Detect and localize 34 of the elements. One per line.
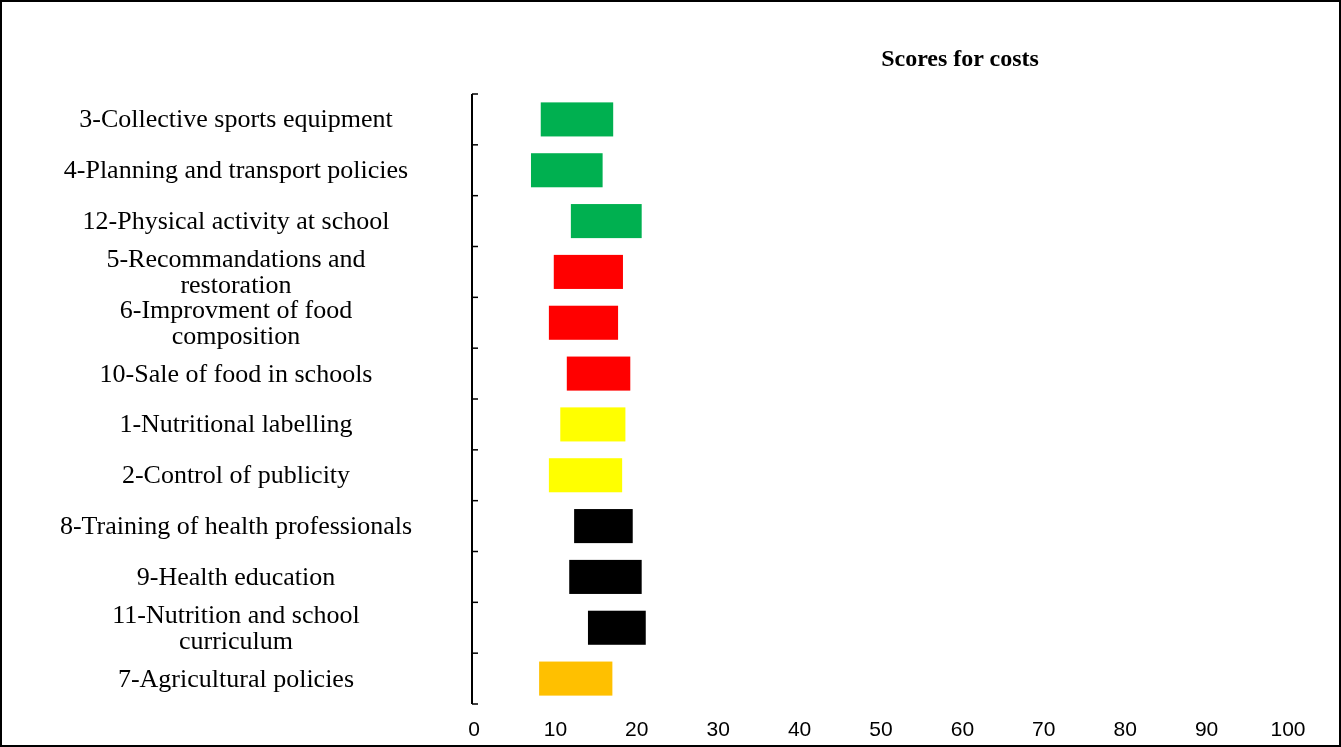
bar — [540, 102, 614, 137]
bar — [569, 559, 642, 594]
x-tick-label: 70 — [1032, 717, 1056, 740]
y-tick-label: 9-Health education — [136, 561, 336, 591]
y-tick-label: 2-Control of publicity — [121, 460, 351, 490]
bar — [570, 204, 642, 239]
x-tick-label: 0 — [468, 717, 480, 740]
y-tick-label: 8-Training of health professionals — [59, 511, 413, 541]
x-tick-label: 80 — [1113, 717, 1137, 740]
bar — [574, 509, 633, 544]
x-tick-label: 90 — [1194, 717, 1219, 740]
y-tick-label: 4-Planning and transport policies — [63, 155, 409, 185]
bar — [566, 356, 631, 391]
bar — [587, 610, 646, 645]
x-tick-label: 60 — [950, 717, 975, 740]
x-tick-label: 20 — [625, 717, 649, 740]
x-tick-label: 100 — [1270, 717, 1306, 740]
y-tick-label: 11-Nutrition and school curriculum — [112, 599, 360, 655]
y-tick-label: 3-Collective sports equipment — [79, 104, 394, 134]
chart-title: Scores for costs — [881, 45, 1039, 71]
bar — [548, 305, 619, 340]
bar — [553, 254, 623, 289]
x-tick-label: 50 — [869, 717, 893, 740]
x-tick-label: 30 — [706, 717, 730, 740]
x-tick-label: 10 — [543, 717, 568, 740]
bar — [530, 153, 603, 188]
bar — [539, 661, 613, 696]
y-tick-label: 12-Physical activity at school — [82, 206, 390, 236]
y-tick-label: 1-Nutritional labelling — [119, 409, 353, 439]
bar — [548, 458, 623, 493]
y-tick-label: 7-Agricultural policies — [117, 663, 355, 693]
bar — [560, 407, 626, 442]
y-tick-label: 10-Sale of food in schools — [99, 358, 373, 388]
x-tick-label: 40 — [787, 717, 812, 740]
